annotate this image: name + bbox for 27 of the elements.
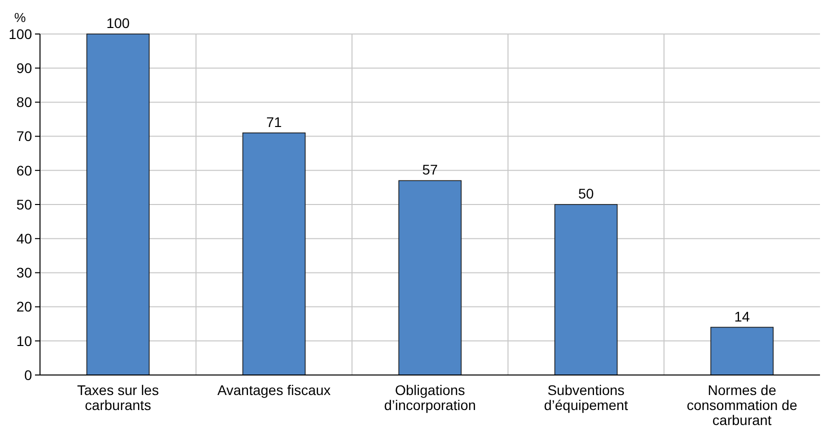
y-tick-label: 40: [16, 230, 32, 246]
x-tick-label: Avantages fiscaux: [217, 382, 331, 398]
bar: [242, 132, 306, 376]
y-tick-label: 50: [16, 196, 32, 212]
data-label: 57: [422, 162, 438, 178]
y-axis-title: %: [14, 10, 26, 25]
y-tick-label: 0: [24, 366, 32, 383]
data-label: 50: [578, 186, 594, 202]
y-tick-label: 90: [16, 60, 32, 76]
x-tick-label: Obligations d’incorporation: [384, 382, 476, 413]
bar: [398, 180, 462, 376]
bar: [86, 34, 150, 376]
x-tick-label: Normes de consommation de carburant: [686, 382, 798, 428]
y-tick-label: 60: [16, 162, 32, 178]
data-label: 100: [106, 15, 130, 31]
y-tick-label: 100: [8, 26, 32, 42]
y-tick-label: 70: [16, 128, 32, 144]
y-tick-label: 30: [16, 264, 32, 281]
y-tick-label: 20: [16, 298, 32, 315]
bar: [554, 204, 618, 376]
x-tick-label: Taxes sur les carburants: [77, 382, 159, 413]
data-label: 14: [734, 308, 750, 324]
x-tick-label: Subventions d’équipement: [544, 382, 628, 413]
bar: [710, 326, 774, 376]
y-tick-label: 80: [16, 94, 32, 110]
y-tick-label: 10: [16, 332, 32, 349]
data-label: 71: [266, 114, 282, 130]
